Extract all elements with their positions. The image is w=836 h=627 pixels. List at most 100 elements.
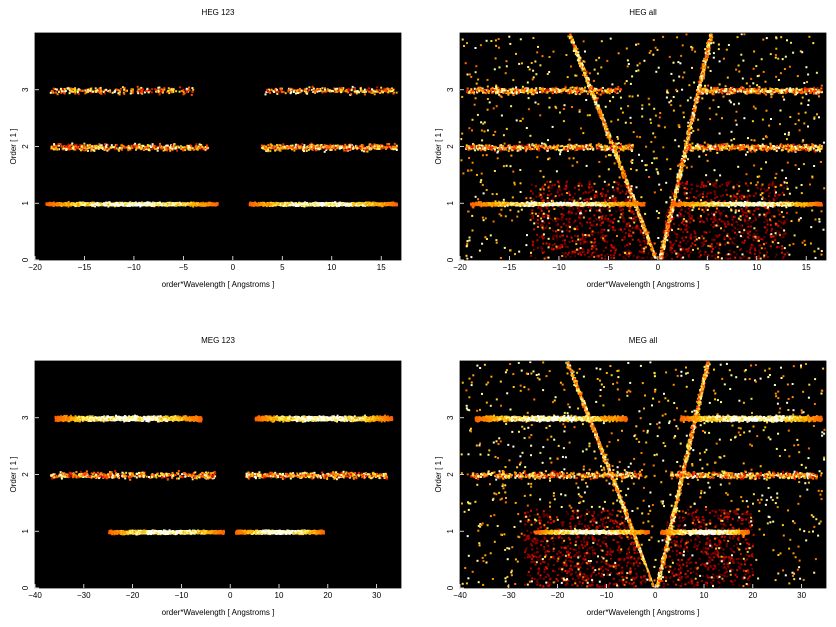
heatmap-cell xyxy=(723,236,726,239)
heatmap-cell xyxy=(290,203,293,206)
heatmap-cell xyxy=(294,146,297,149)
heatmap-cell xyxy=(134,142,137,145)
x-tick-label: −10 xyxy=(127,263,141,272)
heatmap-cell xyxy=(97,147,100,150)
heatmap-cell xyxy=(171,148,174,151)
heatmap-cell xyxy=(163,202,166,205)
heatmap-cell xyxy=(156,149,159,152)
heatmap-cell xyxy=(175,145,178,148)
heatmap-cell xyxy=(307,148,310,151)
heatmap-cell xyxy=(317,202,320,205)
heatmap-cell xyxy=(387,88,389,90)
heatmap-cell xyxy=(337,147,340,150)
heatmap-cell xyxy=(383,87,386,90)
heatmap-cell xyxy=(265,147,267,150)
heatmap-cell xyxy=(278,147,281,150)
heatmap-cell xyxy=(769,224,772,226)
heatmap-cell xyxy=(600,236,603,239)
heatmap-cell xyxy=(361,144,364,147)
heatmap-cell xyxy=(366,150,369,153)
heatmap-cell xyxy=(183,92,186,95)
heatmap-cell xyxy=(392,148,395,151)
heatmap-cell xyxy=(94,205,97,208)
heatmap-cell xyxy=(278,144,281,147)
heatmap-cell xyxy=(111,202,114,205)
heatmap-cell xyxy=(532,241,535,244)
heatmap-cell xyxy=(613,246,616,249)
heatmap-cell xyxy=(273,145,276,148)
heatmap-cell xyxy=(118,203,121,206)
heatmap-cell xyxy=(685,182,688,185)
heatmap-cell xyxy=(57,91,60,93)
heatmap-cell xyxy=(750,221,753,224)
heatmap-cell xyxy=(374,90,377,93)
heatmap-cell xyxy=(576,207,579,210)
heatmap-cell xyxy=(747,219,750,222)
heatmap-cell xyxy=(55,204,58,207)
heatmap-cell xyxy=(298,147,301,150)
heatmap-cell xyxy=(305,147,308,150)
heatmap-cell xyxy=(65,204,67,207)
heatmap-cell xyxy=(389,90,392,93)
heatmap-cell xyxy=(177,203,179,206)
heatmap-cell xyxy=(137,146,140,149)
heatmap-cell xyxy=(176,149,178,152)
heatmap-cell xyxy=(533,228,536,231)
heatmap-cell xyxy=(272,90,275,93)
heatmap-cell xyxy=(350,204,353,207)
heatmap-cell xyxy=(586,251,589,254)
heatmap-cell xyxy=(52,204,54,206)
heatmap-cell xyxy=(118,202,121,205)
heatmap-cell xyxy=(602,249,605,252)
heatmap-cell xyxy=(351,85,354,88)
heatmap-cell xyxy=(163,87,166,90)
heatmap-cell xyxy=(381,204,384,207)
heatmap-cell xyxy=(208,203,211,206)
heatmap-cell xyxy=(621,238,624,241)
heatmap-cell xyxy=(682,231,685,234)
heatmap-cell xyxy=(538,195,541,198)
heatmap-cell xyxy=(323,144,326,147)
heatmap-cell xyxy=(93,148,95,150)
heatmap-cell xyxy=(702,210,705,213)
heatmap-cell xyxy=(679,228,682,231)
heatmap-cell xyxy=(532,248,535,251)
heatmap-cell xyxy=(762,238,765,241)
heatmap-cell xyxy=(714,246,717,249)
heatmap-cell xyxy=(548,189,551,192)
heatmap-cell xyxy=(332,90,335,93)
heatmap-cell xyxy=(583,253,586,256)
heatmap-cell xyxy=(311,204,314,207)
heatmap-cell xyxy=(89,203,92,206)
heatmap-cell xyxy=(733,215,736,218)
heatmap-cell xyxy=(76,202,78,204)
heatmap-cell xyxy=(196,203,198,205)
heatmap-cell xyxy=(595,194,598,197)
heatmap-cell xyxy=(738,181,741,183)
heatmap-cell xyxy=(361,149,363,152)
heatmap-cell xyxy=(741,236,744,238)
heatmap-cell xyxy=(131,204,134,206)
heatmap-cell xyxy=(568,251,571,254)
heatmap-cell xyxy=(355,92,358,95)
heatmap-cell xyxy=(389,145,391,148)
heatmap-cell xyxy=(707,254,710,257)
heatmap-cell xyxy=(331,201,334,204)
heatmap-cell xyxy=(579,222,582,225)
heatmap-cell xyxy=(114,202,117,205)
heatmap-cell xyxy=(148,89,151,92)
heatmap-cell xyxy=(122,145,125,148)
heatmap-cell xyxy=(770,236,773,239)
heatmap-cell xyxy=(182,201,184,204)
heatmap-cell xyxy=(726,232,729,235)
heatmap-cell xyxy=(68,89,71,92)
heatmap-cell xyxy=(641,247,644,250)
heatmap-cell xyxy=(565,186,568,189)
heatmap-cell xyxy=(373,143,376,146)
heatmap-cell xyxy=(392,145,395,148)
heatmap-cell xyxy=(566,235,569,238)
heatmap-cell xyxy=(581,233,584,236)
heatmap-cell xyxy=(56,93,59,96)
heatmap-cell xyxy=(341,90,344,93)
